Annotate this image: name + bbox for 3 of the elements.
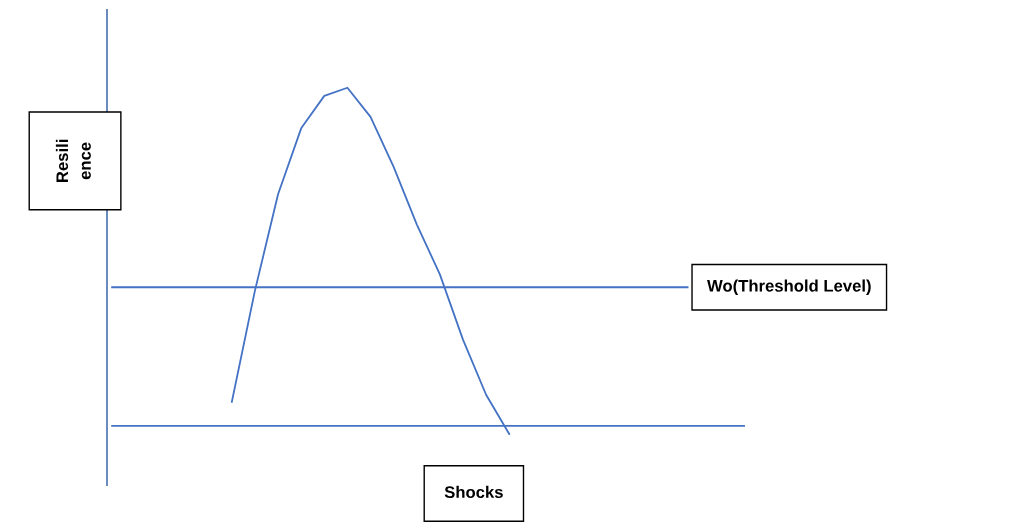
x-axis-title: Shocks	[444, 485, 503, 499]
text: Resili ence	[55, 139, 91, 182]
ref-line-label: Wo(Threshold Level)	[707, 279, 871, 295]
